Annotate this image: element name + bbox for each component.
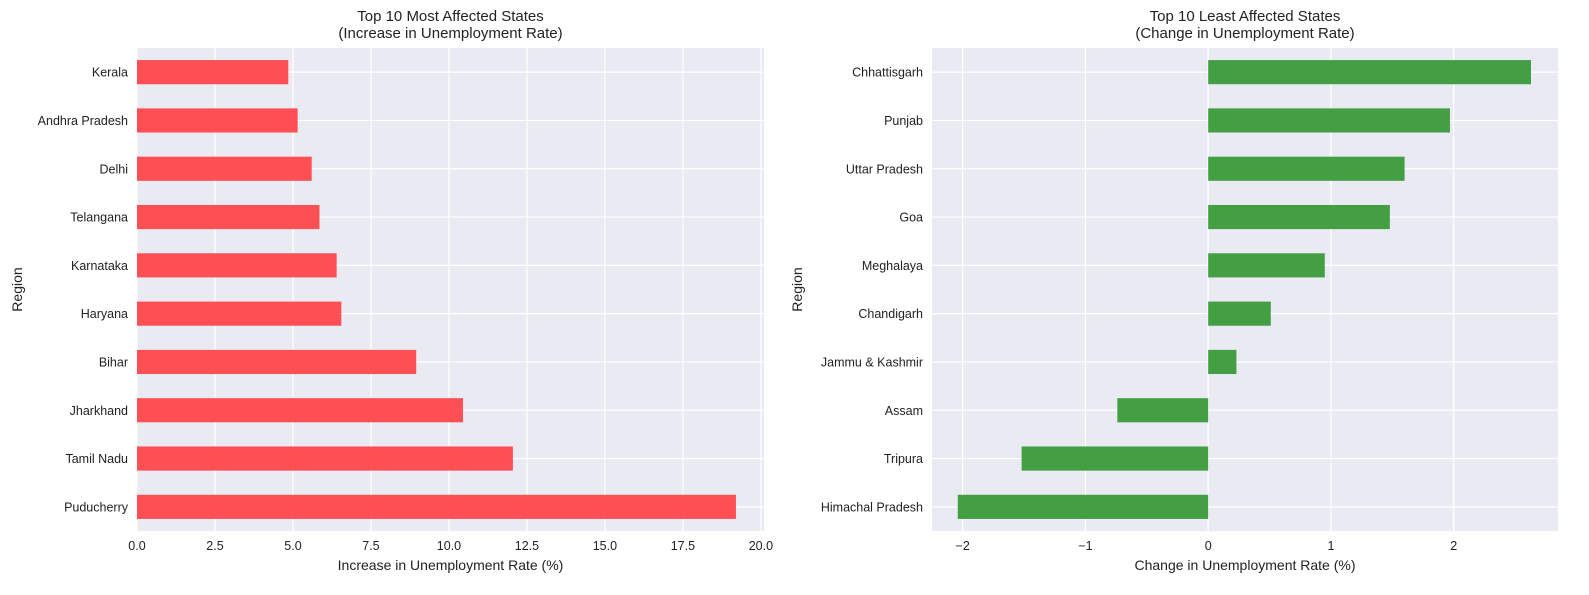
- chart-title: Top 10 Least Affected States: [1150, 8, 1341, 25]
- bar: [137, 204, 320, 230]
- bar: [137, 349, 417, 375]
- bar: [1208, 301, 1271, 326]
- y-tick-label: Jharkhand: [70, 404, 128, 418]
- bar: [137, 253, 337, 278]
- bar: [137, 301, 342, 326]
- x-axis-label: Increase in Unemployment Rate (%): [338, 557, 564, 573]
- x-tick-label: 12.5: [515, 539, 539, 553]
- y-tick-label: Himachal Pradesh: [821, 500, 923, 514]
- bar: [1208, 253, 1325, 278]
- y-tick-label: Goa: [899, 211, 923, 225]
- y-tick-label: Haryana: [81, 307, 128, 321]
- bar: [1208, 60, 1531, 85]
- y-tick-label: Punjab: [884, 114, 923, 128]
- bar: [1208, 156, 1405, 181]
- x-axis-label: Change in Unemployment Rate (%): [1135, 557, 1356, 573]
- bar: [957, 494, 1209, 519]
- bar: [137, 398, 463, 423]
- bar: [1208, 108, 1450, 133]
- y-tick-label: Puducherry: [64, 500, 129, 514]
- bar: [137, 494, 736, 519]
- x-tick-label: 20.0: [749, 539, 773, 553]
- bar: [1208, 204, 1390, 230]
- bar: [137, 156, 312, 181]
- y-tick-label: Kerala: [92, 66, 128, 80]
- chart-2: Himachal Pradesh Tripura Assam Jammu & Kash…: [789, 8, 1558, 573]
- chart-title: Top 10 Most Affected States: [357, 8, 544, 25]
- x-tick-label: −1: [1078, 539, 1092, 553]
- x-tick-label: 10.0: [437, 539, 461, 553]
- y-tick-label: Delhi: [100, 162, 129, 176]
- x-tick-label: 0: [1205, 539, 1212, 553]
- bar: [137, 446, 513, 471]
- x-tick-label: 2: [1450, 539, 1457, 553]
- x-tick-label: 2.5: [206, 539, 223, 553]
- y-tick-label: Assam: [885, 404, 923, 418]
- bar: [1208, 349, 1237, 375]
- y-tick-label: Tamil Nadu: [65, 452, 128, 466]
- bar: [137, 108, 298, 133]
- y-axis-label: Region: [9, 267, 25, 311]
- y-tick-label: Chandigarh: [858, 307, 923, 321]
- y-tick-label: Bihar: [99, 355, 128, 369]
- bar: [1117, 398, 1209, 423]
- chart-1: Puducherry Tamil Nadu Jharkhand Bihar Haryan…: [9, 8, 773, 573]
- y-axis-label: Region: [789, 267, 805, 311]
- y-tick-label: Uttar Pradesh: [846, 162, 923, 176]
- y-tick-label: Meghalaya: [862, 259, 923, 273]
- x-tick-label: 7.5: [362, 539, 379, 553]
- y-tick-label: Chhattisgarh: [852, 66, 923, 80]
- x-tick-label: 5.0: [284, 539, 301, 553]
- x-tick-label: 1: [1327, 539, 1334, 553]
- x-tick-label: 0.0: [128, 539, 145, 553]
- chart-title: (Increase in Unemployment Rate): [338, 25, 562, 42]
- x-tick-label: 15.0: [593, 539, 617, 553]
- x-tick-label: −2: [956, 539, 970, 553]
- y-tick-label: Telangana: [70, 211, 128, 225]
- y-tick-label: Jammu & Kashmir: [821, 355, 923, 369]
- chart-title: (Change in Unemployment Rate): [1135, 25, 1354, 42]
- y-tick-label: Tripura: [884, 452, 923, 466]
- bar: [137, 60, 289, 85]
- y-tick-label: Andhra Pradesh: [38, 114, 128, 128]
- y-tick-label: Karnataka: [71, 259, 128, 273]
- x-tick-label: 17.5: [671, 539, 695, 553]
- bar: [1021, 446, 1209, 471]
